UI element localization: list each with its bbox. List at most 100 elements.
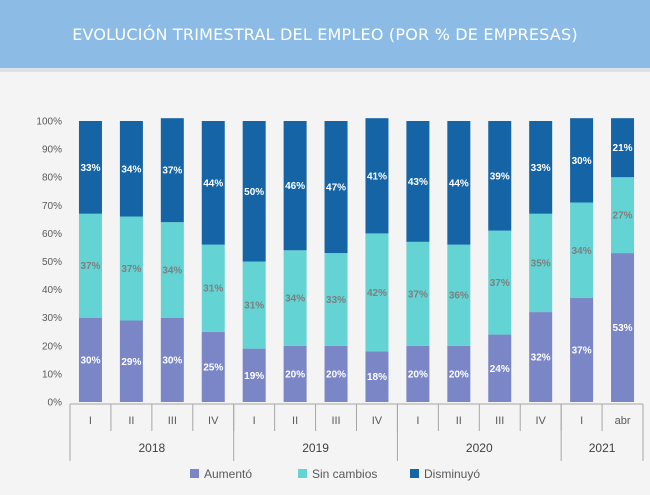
data-label-aumento: 25% [203, 362, 223, 373]
x-tick-label: III [495, 415, 504, 427]
data-label-sin-cambios: 34% [572, 246, 592, 257]
bar-sin-cambios [201, 244, 225, 332]
bar-sin-cambios [365, 233, 389, 352]
bar-sin-cambios [570, 202, 594, 299]
x-tick-label: I [416, 415, 419, 427]
data-label-aumento: 20% [326, 369, 346, 380]
legend-swatch-disminuyo [410, 469, 419, 478]
bar-aumento [78, 317, 102, 402]
bar-sin-cambios [242, 261, 266, 349]
bar-disminuyo [406, 121, 430, 242]
data-label-aumento: 18% [367, 372, 387, 383]
data-label-sin-cambios: 34% [285, 294, 305, 305]
chart-panel: 0% 10% 20% 30% 40% 50% 60% 70% 80% 90% 100% 30% 37% 3… [0, 72, 650, 495]
bar-aumento [406, 345, 430, 402]
y-tick-label: 50% [42, 257, 62, 268]
data-label-disminuyo: 50% [244, 187, 264, 198]
bar-disminuyo [529, 121, 553, 214]
legend-label-disminuyo: Disminuyó [424, 467, 480, 481]
data-label-sin-cambios: 37% [80, 261, 100, 272]
bar-disminuyo [201, 121, 225, 245]
data-label-sin-cambios: 27% [613, 211, 633, 222]
bar-disminuyo [324, 121, 348, 254]
y-tick-label: 0% [48, 398, 63, 409]
data-label-sin-cambios: 37% [408, 289, 428, 300]
data-label-sin-cambios: 36% [449, 291, 469, 302]
bar-disminuyo [160, 118, 184, 223]
data-label-sin-cambios: 33% [326, 295, 346, 306]
data-label-aumento: 29% [121, 357, 141, 368]
legend-label-sin-cambios: Sin cambios [312, 467, 377, 481]
bar-sin-cambios [78, 213, 102, 318]
y-tick-label: 90% [42, 145, 62, 156]
data-label-aumento: 37% [572, 346, 592, 357]
stacked-bar-chart: 0% 10% 20% 30% 40% 50% 60% 70% 80% 90% 100% 30% 37% 3… [36, 117, 644, 481]
bar-disminuyo [119, 121, 143, 217]
bar-disminuyo [570, 118, 594, 203]
bar-aumento [242, 348, 266, 402]
data-label-aumento: 20% [408, 369, 428, 380]
x-tick-label: IV [535, 415, 546, 427]
data-label-disminuyo: 46% [285, 181, 305, 192]
x-tick-label: abr [615, 415, 631, 427]
legend-swatch-sin-cambios [298, 469, 307, 478]
bar-sin-cambios [283, 250, 307, 346]
data-label-aumento: 53% [613, 323, 633, 334]
x-group-label: 2020 [466, 441, 493, 455]
x-tick-label: II [292, 415, 298, 427]
x-group-label: 2018 [139, 441, 166, 455]
bar-aumento [324, 345, 348, 402]
bar-sin-cambios [324, 253, 348, 346]
data-label-sin-cambios: 35% [531, 258, 551, 269]
bar-sin-cambios [119, 216, 143, 321]
bar-aumento [365, 351, 389, 402]
x-tick-label: II [456, 415, 462, 427]
data-label-sin-cambios: 31% [203, 284, 223, 295]
bar-aumento [119, 320, 143, 402]
bar-aumento [283, 345, 307, 402]
y-tick-label: 70% [42, 201, 62, 212]
bar-aumento [570, 298, 594, 402]
bar-disminuyo [365, 118, 389, 234]
data-label-aumento: 19% [244, 371, 264, 382]
x-tick-label: III [331, 415, 340, 427]
bar-aumento [160, 317, 184, 402]
bar-sin-cambios [488, 230, 512, 335]
x-tick-label: IV [208, 415, 219, 427]
data-label-aumento: 20% [285, 369, 305, 380]
data-label-disminuyo: 41% [367, 171, 387, 182]
x-group-label: 2019 [302, 441, 329, 455]
bar-disminuyo [447, 121, 471, 245]
bar-sin-cambios [447, 244, 471, 346]
x-tick-label: IV [372, 415, 383, 427]
y-tick-label: 20% [42, 341, 62, 352]
x-tick-label: I [580, 415, 583, 427]
bar-sin-cambios [611, 177, 635, 254]
data-label-sin-cambios: 42% [367, 288, 387, 299]
data-label-disminuyo: 21% [613, 143, 633, 154]
y-tick-label: 30% [42, 313, 62, 324]
bar-disminuyo [242, 121, 266, 262]
bar-disminuyo [283, 121, 307, 251]
bar-aumento [488, 334, 512, 402]
legend-label-aumento: Aumentó [204, 467, 252, 481]
bar-aumento [611, 253, 635, 402]
data-label-disminuyo: 44% [203, 178, 223, 189]
data-label-disminuyo: 44% [449, 178, 469, 189]
data-label-disminuyo: 43% [408, 177, 428, 188]
data-label-sin-cambios: 37% [490, 278, 510, 289]
data-label-disminuyo: 30% [572, 156, 592, 167]
bar-sin-cambios [406, 241, 430, 346]
data-label-disminuyo: 37% [162, 166, 182, 177]
data-label-aumento: 32% [531, 353, 551, 364]
bar-aumento [201, 331, 225, 402]
data-label-sin-cambios: 34% [162, 265, 182, 276]
legend-swatch-aumento [190, 469, 199, 478]
bar-aumento [529, 312, 553, 402]
data-label-aumento: 24% [490, 364, 510, 375]
bar-aumento [447, 345, 471, 402]
y-tick-label: 40% [42, 285, 62, 296]
bar-disminuyo [488, 121, 512, 231]
data-label-disminuyo: 39% [490, 171, 510, 182]
data-label-disminuyo: 33% [80, 163, 100, 174]
